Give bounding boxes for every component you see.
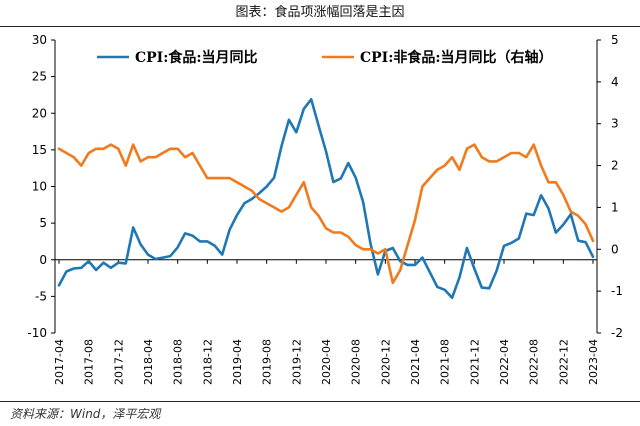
right-tick-label: -1	[611, 284, 623, 298]
x-tick-label: 2017-04	[53, 339, 66, 385]
x-tick-label: 2022-08	[528, 339, 541, 385]
x-tick-label: 2022-12	[557, 339, 570, 385]
chart-legend: CPI:食品:当月同比 CPI:非食品:当月同比（右轴）	[97, 49, 553, 66]
x-tick-label: 2019-08	[261, 339, 274, 385]
right-tick-label: 4	[611, 75, 619, 89]
left-tick-label: -10	[27, 326, 47, 340]
right-tick-label: 3	[611, 117, 619, 131]
right-tick-label: 5	[611, 33, 619, 47]
x-tick-label: 2021-08	[439, 339, 452, 385]
x-tick-label: 2017-08	[83, 339, 96, 385]
x-tick-label: 2019-12	[290, 339, 303, 385]
left-tick-label: 30	[32, 33, 47, 47]
food-cpi-line	[57, 98, 595, 300]
x-tick-label: 2018-08	[172, 339, 185, 385]
right-tick-label: -2	[611, 326, 623, 340]
source-note: 资料来源：Wind，泽平宏观	[0, 401, 640, 425]
x-tick-label: 2018-04	[142, 339, 155, 385]
x-tick-label: 2019-04	[231, 339, 244, 385]
left-tick-label: 15	[32, 143, 47, 157]
right-tick-label: 2	[611, 159, 619, 173]
left-tick-label: 20	[32, 106, 47, 120]
right-tick-label: 1	[611, 200, 619, 214]
left-tick-label: 25	[32, 70, 47, 84]
right-tick-label: 0	[611, 242, 619, 256]
left-tick-label: 5	[39, 216, 47, 230]
left-tick-label: 0	[39, 253, 47, 267]
x-tick-label: 2021-04	[409, 339, 422, 385]
chart-series	[57, 98, 595, 300]
left-tick-label: 10	[32, 180, 47, 194]
legend-label: CPI:食品:当月同比	[135, 49, 258, 66]
x-tick-label: 2023-04	[587, 339, 600, 385]
nonfood-cpi-line	[57, 143, 595, 285]
x-tick-label: 2020-04	[320, 339, 333, 385]
x-tick-label: 2017-12	[112, 339, 125, 385]
chart-title: 图表：食品项涨幅回落是主因	[0, 0, 640, 27]
x-tick-label: 2020-12	[379, 339, 392, 385]
left-tick-label: -5	[35, 289, 47, 303]
x-tick-label: 2021-12	[468, 339, 481, 385]
x-tick-label: 2018-12	[201, 339, 214, 385]
x-tick-label: 2020-08	[350, 339, 363, 385]
legend-label: CPI:非食品:当月同比（右轴）	[360, 49, 553, 66]
x-tick-label: 2022-04	[498, 339, 511, 385]
